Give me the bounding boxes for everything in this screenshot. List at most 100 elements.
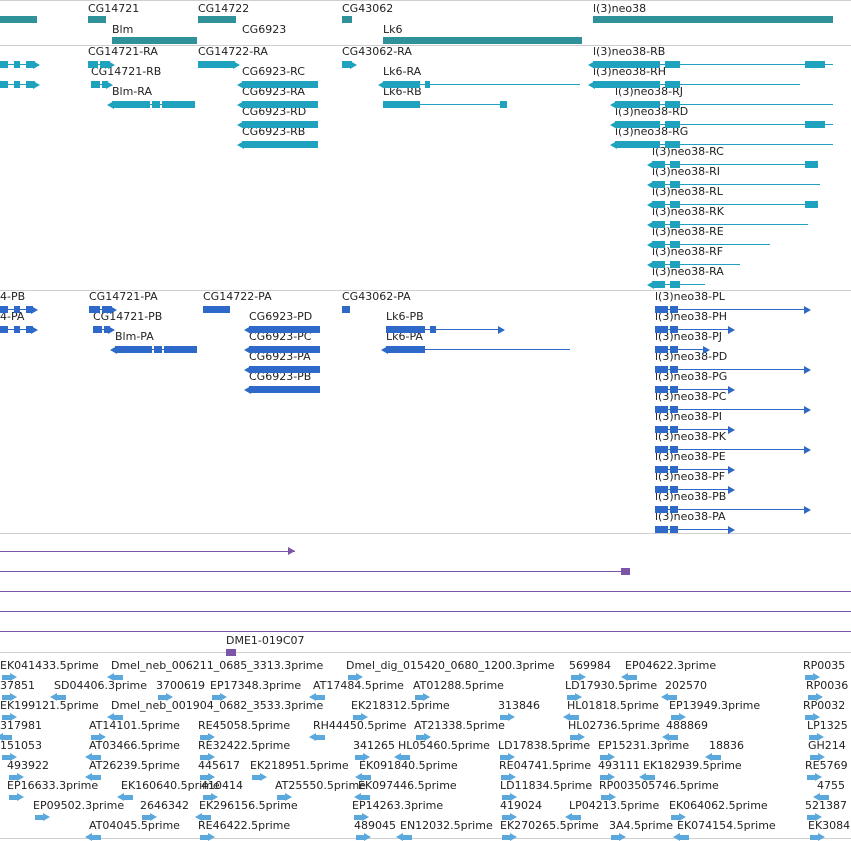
- strand-arrow-icon: [610, 120, 617, 129]
- est-block: [348, 675, 358, 680]
- exon-block: [93, 326, 102, 333]
- est-block: [808, 695, 818, 700]
- strand-arrow-icon: [705, 753, 712, 761]
- transcript-label: l(3)neo38-RL: [652, 185, 723, 198]
- strand-arrow-icon: [578, 733, 585, 741]
- strand-arrow-icon: [728, 425, 735, 434]
- strand-arrow-icon: [208, 833, 215, 841]
- strand-arrow-icon: [108, 60, 115, 69]
- transcript-label: CG14721-RB: [91, 65, 162, 78]
- strand-arrow-icon: [619, 833, 626, 841]
- exon-block: [386, 346, 425, 353]
- gene-bar[interactable]: [88, 16, 106, 23]
- intron-line: [655, 529, 730, 530]
- exon-block: [655, 326, 668, 333]
- transcript-label: l(3)neo38-PE: [655, 450, 726, 463]
- intron-line: [655, 509, 806, 510]
- strand-arrow-icon: [728, 485, 735, 494]
- gene-bar[interactable]: [342, 16, 352, 23]
- est-block: [679, 835, 689, 840]
- est-label: RP003505746.5prime: [599, 779, 719, 792]
- gene-label: l(3)neo38: [593, 2, 647, 15]
- gene-label: CG43062: [342, 2, 394, 15]
- est-block: [502, 815, 512, 820]
- gene-bar[interactable]: [198, 16, 236, 23]
- exon-block: [383, 81, 420, 88]
- est-block: [200, 775, 210, 780]
- transcript-label: CG6923-RB: [242, 125, 306, 138]
- est-block: [200, 835, 210, 840]
- transcript-label: l(3)neo38-PC: [655, 390, 727, 403]
- exon-block: [670, 261, 680, 268]
- est-block: [2, 675, 12, 680]
- strand-arrow-icon: [804, 505, 811, 514]
- est-label: EK218951.5prime: [250, 759, 349, 772]
- est-block: [668, 735, 678, 740]
- est-label: EP09502.3prime: [33, 799, 125, 812]
- strand-arrow-icon: [661, 693, 668, 701]
- strand-arrow-icon: [728, 525, 735, 534]
- clone-line[interactable]: [0, 591, 851, 592]
- est-label: LP04213.5prime: [569, 799, 660, 812]
- exon-block: [805, 161, 818, 168]
- clone-bar[interactable]: [226, 649, 236, 656]
- est-block: [91, 735, 101, 740]
- est-label: GH214: [808, 739, 846, 752]
- strand-arrow-icon: [815, 773, 822, 781]
- gene-bar[interactable]: [112, 37, 197, 44]
- strand-arrow-icon: [31, 305, 38, 314]
- est-label: HL01818.5prime: [567, 699, 659, 712]
- est-label: RP0035: [803, 659, 846, 672]
- exon-block: [242, 121, 318, 128]
- exon-block: [670, 506, 678, 513]
- transcript-label: Lk6-RA: [383, 65, 422, 78]
- est-label: 419024: [500, 799, 542, 812]
- strand-arrow-icon: [818, 753, 825, 761]
- exon-block: [670, 326, 678, 333]
- strand-arrow-icon: [424, 733, 431, 741]
- gene-bar[interactable]: [383, 37, 582, 44]
- exon-block: [655, 486, 668, 493]
- strand-arrow-icon: [244, 385, 251, 394]
- intron-line: [615, 124, 833, 125]
- clone-line[interactable]: [0, 551, 295, 552]
- exon-block: [242, 141, 318, 148]
- strand-arrow-icon: [588, 80, 595, 89]
- strand-arrow-icon: [211, 793, 218, 801]
- est-block: [142, 815, 152, 820]
- exon-block: [670, 386, 678, 393]
- strand-arrow-icon: [10, 693, 17, 701]
- exon-block: [670, 426, 678, 433]
- strand-arrow-icon: [813, 713, 820, 721]
- intron-line: [652, 164, 818, 165]
- transcript-label: CG6923-RC: [242, 65, 305, 78]
- strand-arrow-icon: [85, 833, 92, 841]
- strand-arrow-icon: [579, 673, 586, 681]
- est-label: EK270265.5prime: [500, 819, 599, 832]
- exon-block: [14, 326, 20, 333]
- est-block: [809, 735, 819, 740]
- est-block: [570, 735, 580, 740]
- gene-label: Lk6: [383, 23, 403, 36]
- est-label: 313846: [498, 699, 540, 712]
- est-label: 2646342: [140, 799, 189, 812]
- transcript-label: l(3)neo38-RG: [615, 125, 689, 138]
- gene-bar[interactable]: [0, 16, 37, 23]
- gene-bar[interactable]: [593, 16, 833, 23]
- clone-line[interactable]: [0, 631, 851, 632]
- est-block: [600, 775, 610, 780]
- strand-arrow-icon: [43, 813, 50, 821]
- track-separator: [0, 290, 851, 291]
- clone-line[interactable]: [0, 611, 851, 612]
- transcript-label: CG6923-PC: [249, 330, 312, 343]
- gene-label: CG14722: [198, 2, 250, 15]
- transcript-label: CG14721-PA: [89, 290, 158, 303]
- strand-arrow-icon: [354, 793, 361, 801]
- exon-block: [26, 81, 35, 88]
- exon-block: [342, 306, 350, 313]
- exon-block: [14, 61, 20, 68]
- transcript-label: Lk6-PB: [386, 310, 424, 323]
- strand-arrow-icon: [208, 753, 215, 761]
- clone-line[interactable]: [0, 571, 630, 572]
